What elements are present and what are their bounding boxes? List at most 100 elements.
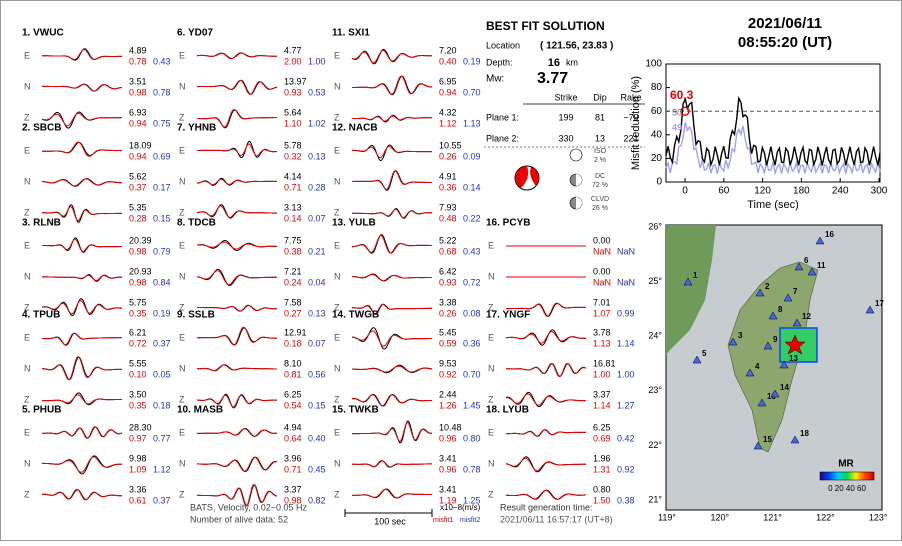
misfit2: 0.99 (617, 308, 635, 318)
best-value: 60.3 (670, 88, 694, 102)
legend-misfit1: misfit1 (433, 517, 453, 524)
component: N (24, 271, 31, 281)
component: E (488, 332, 494, 342)
component: N (488, 271, 495, 281)
component-name: DC (595, 173, 605, 180)
misfit1: 0.93 (284, 87, 302, 97)
lat-label: 26° (648, 221, 662, 231)
x-tick-label: 300 (871, 186, 888, 197)
waveform-synthetic (41, 141, 122, 157)
misfit1: 0.71 (284, 464, 302, 474)
component: E (488, 240, 494, 250)
waveform-synthetic (42, 48, 122, 61)
misfit2: 0.13 (308, 308, 326, 318)
waveform-synthetic (352, 170, 432, 190)
misfit2: 0.43 (153, 56, 171, 66)
station-marker (865, 305, 875, 314)
component: N (334, 363, 341, 373)
misfit1: 0.26 (439, 151, 457, 161)
misfit2: 0.28 (308, 182, 326, 192)
station-marker (815, 236, 825, 245)
misfit1: 0.94 (129, 118, 147, 128)
misfit2: 1.27 (617, 400, 635, 410)
misfit1: 0.28 (129, 213, 147, 223)
component: Z (334, 302, 340, 312)
misfit1: 0.98 (129, 246, 147, 256)
amplitude: 3.78 (593, 327, 611, 337)
station-number: 4 (755, 362, 760, 371)
misfit1: 0.92 (439, 369, 457, 379)
misfit1: 0.36 (439, 182, 457, 192)
amplitude: 7.58 (284, 297, 302, 307)
amplitude: 0.00 (593, 235, 611, 245)
amplitude: 2.44 (439, 389, 457, 399)
misfit2: 0.82 (308, 495, 326, 505)
component: E (334, 332, 340, 342)
waveform-synthetic (352, 303, 432, 315)
component: E (334, 145, 340, 155)
waveform-synthetic (506, 393, 586, 406)
misfit2: NaN (617, 246, 635, 256)
amplitude: 12.91 (284, 327, 307, 337)
misfit2: 1.13 (463, 118, 481, 128)
amplitude: 3.50 (129, 389, 147, 399)
component-value: 72 % (592, 182, 608, 189)
amplitude: 7.21 (284, 266, 302, 276)
filter: BATS, Velocity, 0.02~0.05 Hz (190, 502, 307, 512)
gen-time: 2021/06/11 16:57:17 (UT+8) (500, 514, 613, 524)
waveform-synthetic (197, 79, 278, 95)
waveform-synthetic (42, 394, 123, 405)
waveform-synthetic (42, 83, 123, 92)
x-tick-label: 0 (682, 186, 688, 197)
misfit2: 0.08 (463, 308, 481, 318)
component-name: CLVD (591, 196, 609, 203)
station-label: 10. MASB (177, 405, 223, 416)
component: N (334, 458, 341, 468)
station-label: 2. SBCB (22, 123, 61, 134)
waveform-synthetic (197, 326, 277, 346)
amplitude: 3.96 (284, 453, 302, 463)
station-marker (794, 262, 804, 271)
misfit2: 0.18 (153, 400, 171, 410)
waveform-synthetic (197, 456, 278, 472)
legend-misfit2: misfit2 (460, 517, 480, 524)
station-number: 3 (738, 331, 743, 340)
component: E (179, 240, 185, 250)
component: Z (179, 112, 185, 122)
component: Z (24, 489, 30, 499)
waveform-synthetic (196, 178, 277, 186)
misfit1: 0.68 (439, 246, 457, 256)
lon-label: 123° (869, 512, 888, 522)
x-tick-label: 120 (754, 186, 771, 197)
lon-label: 120° (710, 512, 729, 522)
misfit2: 0.36 (463, 338, 481, 348)
station-label: 16. PCYB (486, 218, 530, 229)
misfit2: 0.92 (617, 464, 635, 474)
component: Z (179, 394, 185, 404)
misfit1: 0.97 (129, 433, 147, 443)
station-label: 6. YD07 (177, 28, 213, 39)
station-label: 14. TWGB (332, 310, 379, 321)
station-marker (790, 435, 800, 444)
component: N (334, 271, 341, 281)
station-number: 17 (875, 299, 884, 308)
component: Z (24, 207, 30, 217)
station-label: 1. VWUC (22, 28, 64, 39)
depth-unit: km (566, 57, 578, 67)
misfit1: 1.50 (593, 495, 611, 505)
component: Z (488, 394, 494, 404)
misfit1: 0.94 (129, 151, 147, 161)
misfit1: 1.09 (129, 464, 147, 474)
misfit2: 0.19 (463, 56, 481, 66)
plane-label: Plane 2: (486, 133, 519, 143)
misfit2: 0.40 (308, 433, 326, 443)
gen-label: Result generation time: (500, 502, 593, 512)
misfit1: 1.14 (593, 400, 611, 410)
station-marker (683, 277, 693, 286)
misfit1: 1.26 (439, 400, 457, 410)
amplitude: 5.75 (129, 297, 147, 307)
misfit2: 0.70 (463, 369, 481, 379)
table-header: Dip (593, 92, 607, 102)
amplitude: 6.95 (439, 76, 457, 86)
station-marker (792, 318, 802, 327)
